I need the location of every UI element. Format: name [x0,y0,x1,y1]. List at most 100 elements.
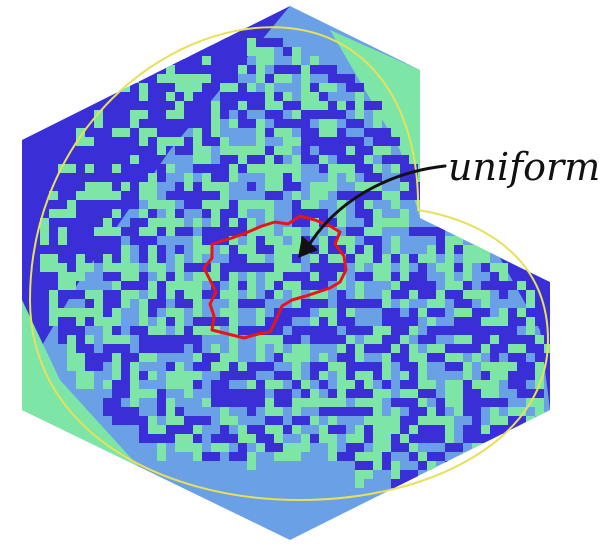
tile [517,281,526,290]
tile [283,74,292,83]
tile [85,128,103,137]
tile [274,425,283,443]
tile [409,308,418,317]
tile [517,425,535,434]
tile [337,110,346,119]
tile [94,236,103,245]
tile [85,290,94,299]
tile [373,425,382,434]
tile [382,335,391,344]
tile [319,65,337,74]
tile [175,407,184,416]
tile [427,434,445,443]
tile [346,101,355,110]
tile [130,380,139,398]
tile [148,308,157,317]
tile [175,317,184,335]
tile [508,443,526,452]
tile [391,335,400,344]
tile [157,74,166,83]
tile [409,443,418,452]
tile [58,290,76,299]
tile [166,380,175,389]
tile [220,101,229,110]
tile [148,371,157,380]
tile [310,335,319,344]
tile [499,416,508,425]
tile [337,398,346,407]
tile [391,245,400,254]
tile [148,299,166,308]
tile [274,452,283,461]
tile [355,407,373,416]
tile [256,200,265,209]
tile [481,317,490,326]
tile [481,461,490,470]
tile [265,110,283,119]
tile [175,272,184,281]
tile [40,218,49,227]
tile [499,344,508,353]
tile [202,398,211,407]
tile [391,200,400,209]
tile [328,317,337,326]
tile [229,299,238,317]
tile [112,191,121,200]
tile [274,272,283,281]
tile [382,272,391,281]
tile [409,407,427,416]
tile [175,245,184,254]
tile [76,173,85,182]
tile [400,182,409,191]
tile [400,398,418,407]
tile [238,65,247,74]
tile [292,344,301,353]
tile [409,353,418,362]
tile [373,146,382,155]
tile [148,290,157,299]
tile [121,416,130,425]
tile [103,398,121,407]
tile [391,470,400,479]
tile [148,254,157,263]
tile [112,227,121,236]
tile [49,245,67,254]
tile [337,380,346,389]
tile [355,362,373,371]
tile [373,173,382,182]
tile [535,371,544,380]
tile [364,398,373,407]
tile [112,353,121,362]
tile [202,272,211,281]
tile [157,317,166,335]
tile [202,182,211,191]
tile [382,254,391,272]
tile [229,272,238,281]
tile [526,425,535,434]
tile [481,326,499,335]
tile [157,137,166,155]
tile [319,182,328,200]
tile [391,407,400,425]
tile [508,317,526,326]
tile [220,371,238,380]
tile [202,146,211,164]
tile [382,146,391,155]
tile [499,281,517,290]
tile [499,326,517,335]
tile [76,371,85,389]
tile [508,380,526,389]
tile [454,335,463,344]
tile [184,47,202,56]
tile [58,317,76,326]
tile [310,137,328,146]
tile [283,92,292,101]
tile [382,218,391,227]
tile [76,308,85,326]
tile [184,389,193,398]
tile [364,245,373,263]
tile [490,380,499,389]
tile [103,236,121,245]
tile [121,227,139,236]
tile [328,146,346,155]
